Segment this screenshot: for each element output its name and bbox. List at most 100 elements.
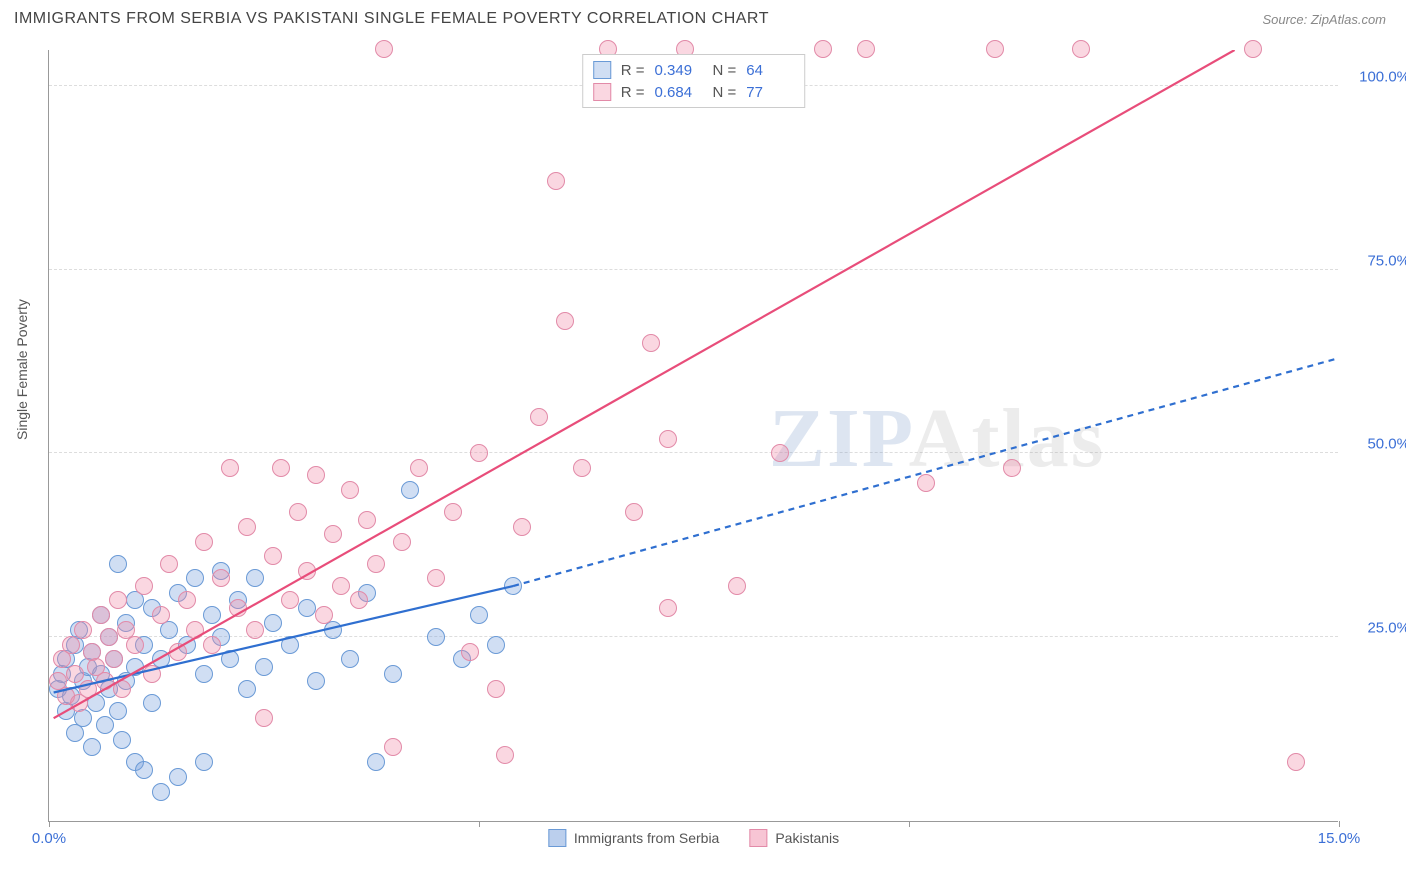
data-point (143, 694, 161, 712)
data-point (105, 650, 123, 668)
data-point (461, 643, 479, 661)
y-tick-label: 100.0% (1350, 68, 1406, 85)
data-point (221, 459, 239, 477)
data-point (1003, 459, 1021, 477)
data-point (341, 481, 359, 499)
x-tick-label: 15.0% (1318, 830, 1361, 847)
data-point (384, 738, 402, 756)
stats-row-pakistani: R = 0.684 N = 77 (593, 81, 795, 103)
data-point (307, 466, 325, 484)
data-point (487, 636, 505, 654)
swatch-pakistani (593, 83, 611, 101)
data-point (547, 172, 565, 190)
swatch-serbia (593, 61, 611, 79)
data-point (195, 665, 213, 683)
data-point (109, 555, 127, 573)
data-point (195, 533, 213, 551)
data-point (814, 40, 832, 58)
data-point (1287, 753, 1305, 771)
data-point (289, 503, 307, 521)
data-point (272, 459, 290, 477)
data-point (427, 569, 445, 587)
data-point (625, 503, 643, 521)
data-point (1072, 40, 1090, 58)
data-point (221, 650, 239, 668)
x-tick-label: 0.0% (32, 830, 66, 847)
data-point (917, 474, 935, 492)
data-point (178, 591, 196, 609)
gridline (49, 636, 1338, 637)
data-point (367, 753, 385, 771)
data-point (113, 731, 131, 749)
data-point (444, 503, 462, 521)
data-point (1244, 40, 1262, 58)
data-point (281, 636, 299, 654)
data-point (246, 621, 264, 639)
data-point (573, 459, 591, 477)
data-point (212, 569, 230, 587)
data-point (195, 753, 213, 771)
series-legend: Immigrants from Serbia Pakistanis (548, 829, 839, 847)
data-point (160, 555, 178, 573)
data-point (659, 599, 677, 617)
data-point (186, 569, 204, 587)
data-point (659, 430, 677, 448)
data-point (384, 665, 402, 683)
data-point (135, 761, 153, 779)
regression-lines (49, 50, 1338, 821)
data-point (203, 606, 221, 624)
data-point (92, 606, 110, 624)
legend-swatch-serbia (548, 829, 566, 847)
data-point (530, 408, 548, 426)
data-point (186, 621, 204, 639)
data-point (264, 614, 282, 632)
data-point (556, 312, 574, 330)
data-point (135, 577, 153, 595)
data-point (109, 702, 127, 720)
data-point (143, 665, 161, 683)
data-point (986, 40, 1004, 58)
legend-item-pakistani: Pakistanis (749, 829, 839, 847)
data-point (126, 636, 144, 654)
y-tick-label: 50.0% (1350, 436, 1406, 453)
data-point (66, 665, 84, 683)
data-point (496, 746, 514, 764)
data-point (315, 606, 333, 624)
data-point (298, 562, 316, 580)
data-point (203, 636, 221, 654)
y-axis-label: Single Female Poverty (14, 299, 30, 440)
stats-row-serbia: R = 0.349 N = 64 (593, 59, 795, 81)
data-point (100, 628, 118, 646)
data-point (96, 716, 114, 734)
data-point (857, 40, 875, 58)
y-tick-label: 75.0% (1350, 252, 1406, 269)
data-point (427, 628, 445, 646)
data-point (324, 525, 342, 543)
data-point (367, 555, 385, 573)
data-point (79, 680, 97, 698)
data-point (152, 783, 170, 801)
data-point (401, 481, 419, 499)
watermark: ZIPAtlas (769, 390, 1105, 487)
y-tick-label: 25.0% (1350, 620, 1406, 637)
x-tick (479, 821, 480, 827)
data-point (255, 709, 273, 727)
data-point (350, 591, 368, 609)
data-point (375, 40, 393, 58)
data-point (728, 577, 746, 595)
x-tick (909, 821, 910, 827)
data-point (169, 768, 187, 786)
x-tick (49, 821, 50, 827)
data-point (487, 680, 505, 698)
data-point (238, 680, 256, 698)
data-point (74, 621, 92, 639)
data-point (281, 591, 299, 609)
data-point (307, 672, 325, 690)
legend-item-serbia: Immigrants from Serbia (548, 829, 719, 847)
source-label: Source: ZipAtlas.com (1262, 12, 1386, 27)
data-point (169, 643, 187, 661)
gridline (49, 269, 1338, 270)
data-point (96, 672, 114, 690)
data-point (152, 606, 170, 624)
data-point (255, 658, 273, 676)
